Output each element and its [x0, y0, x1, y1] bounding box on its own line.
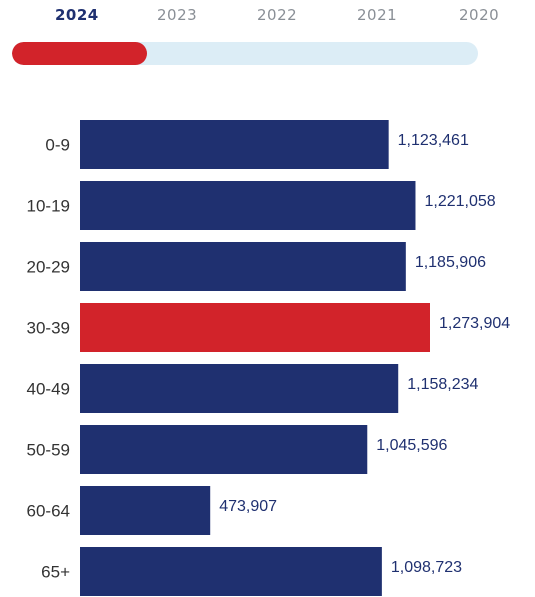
year-progress-fill	[12, 42, 148, 65]
value-label: 1,185,906	[415, 254, 486, 271]
category-label: 40-49	[27, 380, 70, 399]
tab-2024[interactable]: 2024	[55, 6, 99, 24]
bar-40-49	[80, 364, 399, 413]
bar-10-19	[80, 181, 416, 230]
value-label: 1,123,461	[398, 132, 469, 149]
value-label: 1,045,596	[376, 437, 447, 454]
tab-2023[interactable]: 2023	[157, 6, 198, 24]
value-label: 1,098,723	[391, 559, 462, 576]
bar-60-64	[80, 486, 211, 535]
category-label: 10-19	[27, 197, 70, 216]
bar-30-39	[80, 303, 430, 352]
year-tabs: 2024 2023 2022 2021 2020	[0, 0, 535, 34]
tab-2020[interactable]: 2020	[459, 6, 500, 24]
category-label: 60-64	[27, 502, 70, 521]
bar-20-29	[80, 242, 406, 291]
category-label: 65+	[41, 563, 70, 582]
bar-50-59	[80, 425, 368, 474]
category-label: 50-59	[27, 441, 70, 460]
bar-65+	[80, 547, 382, 596]
category-label: 0-9	[45, 136, 70, 155]
tab-2022[interactable]: 2022	[257, 6, 298, 24]
value-label: 1,158,234	[407, 376, 478, 393]
category-label: 30-39	[27, 319, 70, 338]
year-progress-track[interactable]	[12, 42, 478, 65]
value-label: 473,907	[219, 498, 277, 515]
category-label: 20-29	[27, 258, 70, 277]
value-label: 1,273,904	[439, 315, 510, 332]
value-label: 1,221,058	[424, 193, 495, 210]
tab-2021[interactable]: 2021	[357, 6, 398, 24]
bar-0-9	[80, 120, 389, 169]
